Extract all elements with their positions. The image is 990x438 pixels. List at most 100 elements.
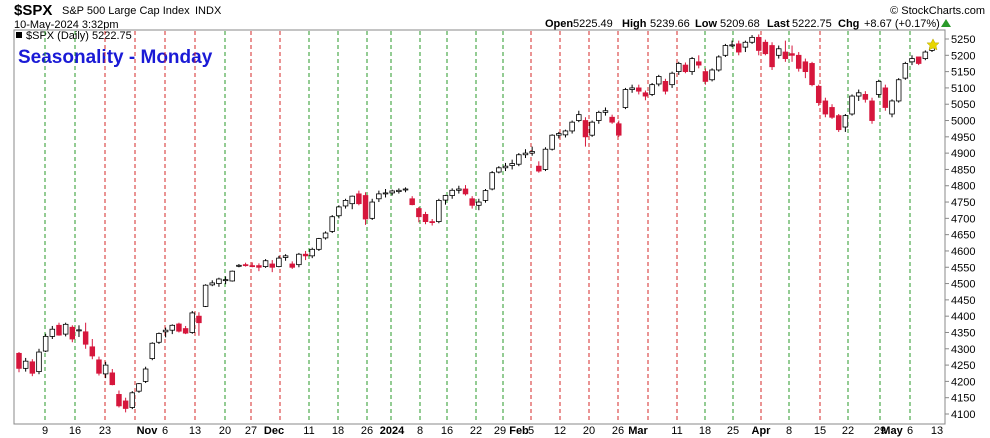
- candle-body: [189, 312, 196, 333]
- stat-open-value: 5225.49: [573, 18, 613, 30]
- candle-body: [895, 79, 902, 102]
- candle: [22, 357, 29, 372]
- candle-body: [909, 58, 915, 63]
- candle: [202, 284, 209, 308]
- candle-body: [922, 51, 929, 59]
- candle-body: [709, 69, 715, 81]
- up-arrow-icon: [941, 19, 951, 27]
- candle-body: [396, 189, 402, 193]
- y-tick-label: 4250: [951, 360, 975, 372]
- candle: [362, 192, 369, 225]
- y-tick-label: 4500: [951, 279, 975, 291]
- candle: [16, 352, 22, 373]
- candle: [775, 45, 782, 59]
- candle: [549, 134, 555, 151]
- candle-body: [689, 58, 695, 73]
- x-tick-label: 23: [99, 425, 111, 437]
- candle: [429, 219, 435, 226]
- candle-body: [842, 115, 849, 128]
- candle: [62, 322, 69, 337]
- stat-chg-label: Chg: [838, 18, 859, 30]
- candle: [689, 56, 695, 75]
- candle-body: [696, 61, 702, 66]
- candle: [349, 195, 355, 210]
- candle-body: [609, 116, 615, 123]
- candle-body: [536, 165, 542, 172]
- y-tick-label: 4200: [951, 376, 975, 388]
- candle: [516, 153, 522, 167]
- candle: [542, 147, 549, 172]
- candle: [396, 188, 402, 194]
- candle: [656, 74, 662, 87]
- candle-body: [442, 195, 449, 201]
- candle: [682, 62, 689, 74]
- candle-body: [662, 80, 669, 92]
- candle-body: [542, 148, 549, 170]
- candle-body: [36, 351, 42, 373]
- candle-body: [329, 216, 335, 232]
- stats-row: Open 5225.49 High 5239.66 Low 5209.68 La…: [545, 18, 940, 30]
- candle: [196, 312, 202, 336]
- candle: [42, 333, 49, 353]
- candle: [336, 205, 342, 219]
- candle-body: [249, 265, 255, 268]
- candle: [629, 84, 635, 93]
- candle: [696, 55, 702, 69]
- x-tick-label: 26: [361, 425, 373, 437]
- candle: [556, 131, 562, 139]
- x-tick-label: 8: [786, 425, 792, 437]
- candle: [382, 189, 389, 198]
- candle-body: [402, 188, 409, 191]
- y-tick-label: 4600: [951, 246, 975, 258]
- candle: [596, 110, 602, 124]
- candle-body: [822, 100, 829, 115]
- candle: [209, 280, 215, 287]
- candle-body: [815, 85, 822, 103]
- x-tick-label: 11: [671, 425, 682, 437]
- candle: [82, 322, 89, 349]
- candle-body: [116, 394, 122, 407]
- candle: [49, 325, 56, 339]
- candle-body: [509, 163, 515, 166]
- candle-body: [602, 110, 609, 113]
- candle-body: [902, 63, 909, 79]
- candle: [156, 332, 162, 344]
- y-tick-label: 4950: [951, 132, 975, 144]
- candles: [16, 34, 935, 413]
- y-tick-label: 4800: [951, 181, 975, 193]
- candle: [176, 322, 182, 333]
- candle: [909, 55, 915, 66]
- candle-body: [56, 324, 62, 336]
- candle-body: [629, 87, 635, 90]
- candle: [729, 40, 735, 48]
- candle-body: [809, 63, 815, 86]
- candle: [296, 252, 302, 268]
- candle: [509, 159, 515, 170]
- stat-last-value: 5222.75: [792, 18, 832, 30]
- candle: [356, 190, 362, 206]
- candle: [849, 94, 855, 116]
- candle: [762, 39, 769, 56]
- candle: [476, 198, 482, 211]
- candle-body: [69, 326, 76, 340]
- candle: [895, 78, 902, 103]
- candle-body: [216, 278, 222, 284]
- y-tick-label: 4100: [951, 409, 975, 421]
- candle-body: [302, 253, 309, 257]
- candle-body: [289, 263, 295, 268]
- candle-body: [496, 167, 502, 173]
- candle-body: [789, 53, 795, 56]
- candle-body: [176, 323, 182, 332]
- candle: [609, 114, 615, 124]
- candle: [869, 97, 875, 124]
- candle: [636, 84, 642, 95]
- candle: [502, 162, 509, 172]
- candle-body: [182, 328, 189, 334]
- candle: [162, 327, 169, 338]
- x-tick-label: 29: [494, 425, 506, 437]
- candle-body: [362, 195, 369, 220]
- candle: [289, 261, 295, 269]
- x-tick-label: Feb: [509, 425, 529, 437]
- candle: [842, 114, 849, 132]
- candle: [902, 61, 909, 80]
